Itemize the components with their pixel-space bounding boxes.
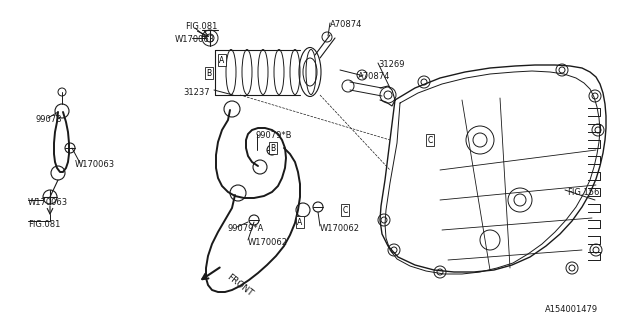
Text: 99079*A: 99079*A [228,224,264,233]
Text: 99079*B: 99079*B [255,131,291,140]
Text: W170063: W170063 [75,160,115,169]
Text: FRONT: FRONT [225,272,254,298]
Text: A70874: A70874 [330,20,362,29]
Text: 31269: 31269 [378,60,404,69]
Text: A: A [220,55,225,65]
Text: W170063: W170063 [175,35,215,44]
Text: B: B [207,68,212,77]
Text: C: C [428,135,433,145]
Text: FIG.156: FIG.156 [567,188,600,197]
Text: B: B [271,143,276,153]
Text: FIG.081: FIG.081 [185,22,218,31]
Text: 31237: 31237 [183,88,210,97]
Text: W170063: W170063 [28,198,68,207]
Text: FIG.081: FIG.081 [28,220,60,229]
Text: A154001479: A154001479 [545,305,598,314]
Text: C: C [342,205,348,214]
Text: 99078: 99078 [35,115,61,124]
Text: W170062: W170062 [320,224,360,233]
Text: A70874: A70874 [358,72,390,81]
Text: A: A [298,218,303,227]
Text: W170062: W170062 [248,238,288,247]
